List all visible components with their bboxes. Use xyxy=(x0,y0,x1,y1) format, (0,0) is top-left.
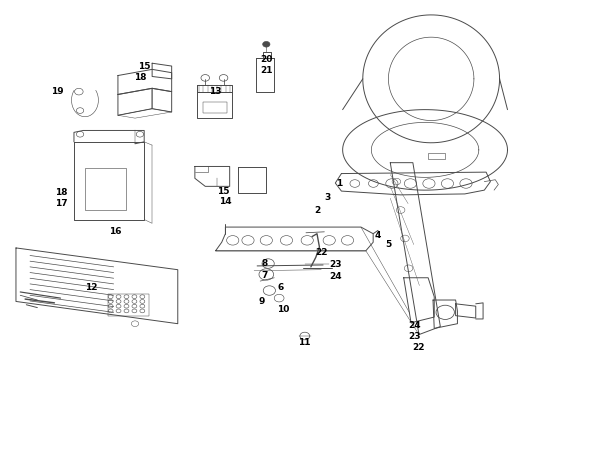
Text: 22: 22 xyxy=(412,343,425,352)
Bar xyxy=(428,153,445,159)
Text: 20: 20 xyxy=(260,56,272,65)
Bar xyxy=(108,294,149,316)
Text: 22: 22 xyxy=(315,248,327,257)
Text: 2: 2 xyxy=(314,206,320,215)
Text: 17: 17 xyxy=(55,199,67,208)
Circle shape xyxy=(263,41,270,47)
Bar xyxy=(85,168,127,210)
Text: 24: 24 xyxy=(329,272,341,281)
Text: 12: 12 xyxy=(85,283,97,292)
Text: 18: 18 xyxy=(133,73,146,82)
Text: 19: 19 xyxy=(51,87,63,96)
Text: 16: 16 xyxy=(109,228,122,237)
Text: 15: 15 xyxy=(138,62,151,71)
Text: 18: 18 xyxy=(55,188,67,197)
Text: 7: 7 xyxy=(261,271,267,280)
Text: 15: 15 xyxy=(217,187,230,196)
Text: 11: 11 xyxy=(299,338,311,347)
Text: 21: 21 xyxy=(260,66,272,76)
Text: 4: 4 xyxy=(375,231,381,239)
Text: 10: 10 xyxy=(277,305,289,314)
Text: 13: 13 xyxy=(209,87,222,96)
Text: 24: 24 xyxy=(408,321,421,330)
Text: 8: 8 xyxy=(261,259,267,268)
Text: 6: 6 xyxy=(277,283,283,292)
Text: 23: 23 xyxy=(408,332,421,341)
Text: 14: 14 xyxy=(219,198,232,207)
Text: 9: 9 xyxy=(259,297,265,306)
Text: 3: 3 xyxy=(324,193,330,202)
Text: 5: 5 xyxy=(386,240,392,249)
Text: 1: 1 xyxy=(337,179,343,188)
Bar xyxy=(203,102,226,114)
Text: 23: 23 xyxy=(329,260,341,269)
